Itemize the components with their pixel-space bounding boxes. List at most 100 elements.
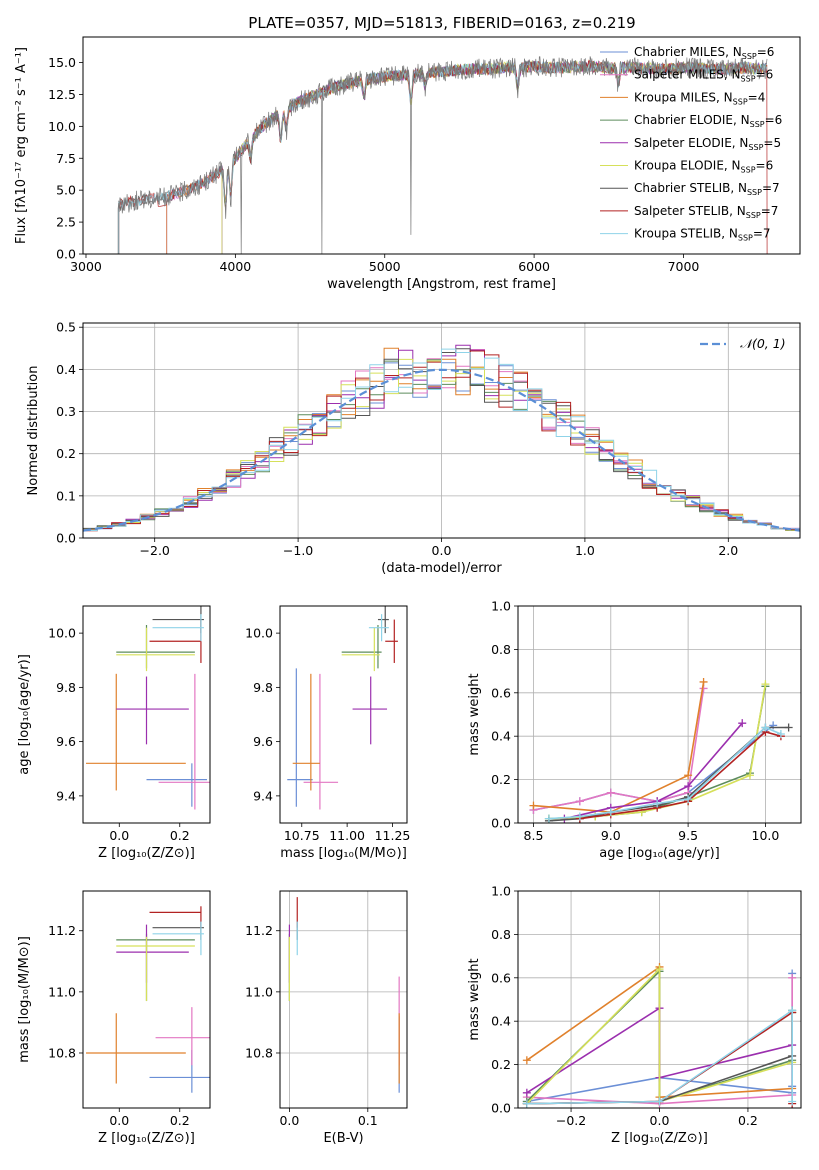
y-axis-label: Normed distribution	[26, 366, 41, 496]
y-tick-label: 11.2	[245, 923, 273, 938]
y-tick-label: 15.0	[48, 55, 76, 70]
y-axis-label: mass weight	[467, 673, 482, 755]
y-tick-label: 0.0	[491, 816, 511, 831]
weight-point	[522, 1056, 531, 1065]
y-tick-label: 1.0	[491, 884, 511, 899]
x-tick-label: 0.0	[109, 828, 129, 843]
x-tick-label: 1.0	[575, 543, 595, 558]
y-tick-label: 11.0	[48, 984, 76, 999]
weight-point	[761, 723, 770, 732]
plot-area-weight_vs_age	[529, 677, 793, 823]
x-tick-label: 0.2	[170, 828, 190, 843]
legend-label: 𝒩(0, 1)	[740, 336, 786, 351]
weight-point	[776, 730, 785, 739]
weight-point	[684, 782, 693, 791]
y-tick-label: 0.2	[491, 1057, 511, 1072]
plot-area-age_vs_mass	[287, 606, 398, 810]
legend-label: Chabrier MILES, NSSP=6	[634, 45, 774, 61]
spectrum-data-line	[117, 56, 768, 254]
legend-label: Kroupa MILES, NSSP=4	[634, 90, 765, 106]
legend-label: Kroupa ELODIE, NSSP=6	[634, 159, 773, 175]
x-tick-label: −0.2	[556, 1113, 586, 1128]
weight-point	[522, 1088, 531, 1097]
x-axis-label: Z [log₁₀(Z/Z⊙)]	[98, 846, 195, 861]
axes-frame	[517, 605, 802, 824]
weight-point	[575, 797, 584, 806]
legend-label: Salpeter ELODIE, NSSP=5	[634, 136, 781, 152]
plot-area-mass_vs_ebv	[288, 897, 400, 1093]
y-tick-label: 0.0	[56, 531, 76, 546]
y-tick-label: 9.4	[56, 788, 76, 803]
weight-line	[579, 731, 782, 820]
y-tick-label: 10.0	[48, 626, 76, 641]
y-axis-label: Flux [fλ10⁻¹⁷ erg cm⁻² s⁻¹ A⁻¹]	[14, 47, 29, 244]
y-tick-label: 9.4	[253, 788, 273, 803]
y-tick-label: 0.8	[491, 642, 511, 657]
weight-point	[784, 723, 793, 732]
x-tick-label: 3000	[70, 259, 102, 274]
x-tick-label: 0.2	[170, 1113, 190, 1128]
y-tick-label: 0.2	[491, 772, 511, 787]
x-tick-label: 9.0	[601, 828, 621, 843]
y-tick-label: 9.6	[56, 734, 76, 749]
x-tick-label: 11.00	[329, 828, 365, 843]
plot-area-spectrum	[117, 56, 768, 254]
x-tick-label: 7000	[668, 259, 700, 274]
weight-point	[745, 771, 754, 780]
weight-point	[606, 788, 615, 797]
weight-point	[699, 677, 708, 686]
y-tick-label: 11.2	[48, 923, 76, 938]
y-tick-label: 0.1	[56, 488, 76, 503]
y-tick-label: 5.0	[56, 183, 76, 198]
weight-point	[788, 1097, 797, 1106]
y-tick-label: 7.5	[56, 151, 76, 166]
plot-area-mass_vs_Z	[86, 906, 210, 1093]
axes-frame	[82, 36, 801, 255]
y-tick-label: 0.4	[56, 362, 76, 377]
weight-point	[788, 973, 797, 982]
weight-point	[529, 801, 538, 810]
weight-point	[655, 965, 664, 974]
y-tick-label: 0.2	[56, 446, 76, 461]
x-tick-label: 5000	[369, 259, 401, 274]
y-tick-label: 10.8	[245, 1045, 273, 1060]
weight-line	[526, 1008, 793, 1105]
plot-area-residuals	[83, 344, 800, 532]
y-tick-label: 1.0	[491, 599, 511, 614]
y-tick-label: 0.6	[491, 970, 511, 985]
legend-label: Salpeter MILES, NSSP=6	[634, 68, 773, 84]
x-tick-label: 0.0	[279, 1113, 299, 1128]
legend-label: Kroupa STELIB, NSSP=7	[634, 227, 771, 243]
y-tick-label: 0.4	[491, 1014, 511, 1029]
x-tick-label: 2.0	[718, 543, 738, 558]
normal-curve	[83, 368, 800, 532]
y-axis-label: mass weight	[467, 958, 482, 1040]
y-tick-label: 9.8	[56, 680, 76, 695]
weight-point	[761, 680, 770, 689]
figure-title: PLATE=0357, MJD=51813, FIBERID=0163, z=0…	[248, 14, 635, 32]
axes-frame	[82, 605, 211, 824]
legend-label: Salpeter STELIB, NSSP=7	[634, 204, 778, 220]
x-tick-label: 0.2	[738, 1113, 758, 1128]
x-tick-label: 4000	[219, 259, 251, 274]
x-axis-label: E(B-V)	[323, 1131, 363, 1146]
x-tick-label: 10.75	[284, 828, 320, 843]
weight-point	[684, 795, 693, 804]
x-axis-label: age [log₁₀(age/yr)]	[599, 846, 720, 861]
axes-frame	[82, 890, 211, 1109]
x-tick-label: 0.0	[650, 1113, 670, 1128]
x-tick-label: 8.5	[524, 828, 544, 843]
weight-point	[575, 812, 584, 821]
x-tick-label: 0.1	[358, 1113, 378, 1128]
weight-point	[653, 799, 662, 808]
x-axis-label: Z [log₁₀(Z/Z⊙)]	[611, 1131, 708, 1146]
x-tick-label: 10.0	[752, 828, 780, 843]
weight-point	[522, 1099, 531, 1108]
weight-point	[544, 814, 553, 823]
x-axis-label: (data-model)/error	[381, 561, 502, 576]
x-tick-label: −2.0	[140, 543, 170, 558]
y-tick-label: 0.0	[56, 247, 76, 262]
weight-point	[684, 771, 693, 780]
y-tick-label: 2.5	[56, 215, 76, 230]
y-tick-label: 10.0	[48, 119, 76, 134]
